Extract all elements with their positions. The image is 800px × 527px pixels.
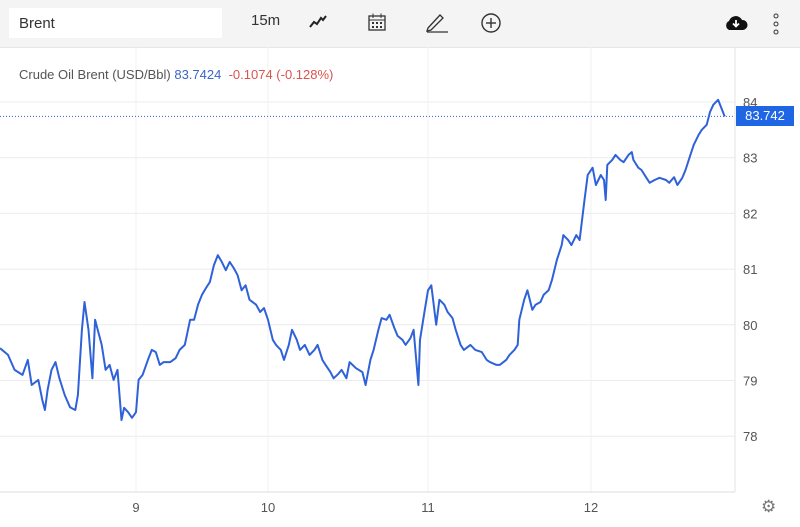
gear-icon[interactable]: ⚙ — [761, 497, 777, 516]
legend-change: -0.1074 (-0.128%) — [228, 67, 334, 82]
price-series-line — [0, 98, 726, 421]
instrument-name: Crude Oil Brent (USD/Bbl) — [19, 67, 171, 82]
cloud-download-icon[interactable] — [724, 14, 748, 36]
line-chart-icon[interactable] — [308, 13, 328, 35]
x-tick-label: 9 — [132, 500, 139, 515]
y-tick-label: 80 — [743, 318, 757, 333]
toolbar: 15m — [0, 0, 800, 48]
y-tick-label: 79 — [743, 374, 757, 389]
y-tick-label: 78 — [743, 429, 757, 444]
calendar-icon[interactable] — [367, 12, 387, 36]
y-tick-label: 82 — [743, 206, 757, 221]
more-vertical-icon[interactable] — [772, 13, 780, 39]
x-tick-label: 11 — [421, 500, 435, 515]
x-tick-label: 12 — [584, 500, 598, 515]
y-tick-label: 81 — [743, 262, 757, 277]
symbol-search-input[interactable] — [9, 8, 222, 38]
y-tick-label: 83 — [743, 151, 757, 166]
last-price-badge: 83.742 — [736, 106, 794, 127]
x-tick-label: 10 — [261, 500, 275, 515]
pencil-icon[interactable] — [424, 11, 450, 37]
interval-selector[interactable]: 15m — [251, 12, 281, 29]
plus-circle-icon[interactable] — [480, 12, 502, 38]
chart-legend: Crude Oil Brent (USD/Bbl) 83.7424 -0.107… — [19, 67, 333, 82]
y-tick-label: 84 — [743, 95, 757, 110]
legend-price: 83.7424 — [174, 67, 222, 82]
